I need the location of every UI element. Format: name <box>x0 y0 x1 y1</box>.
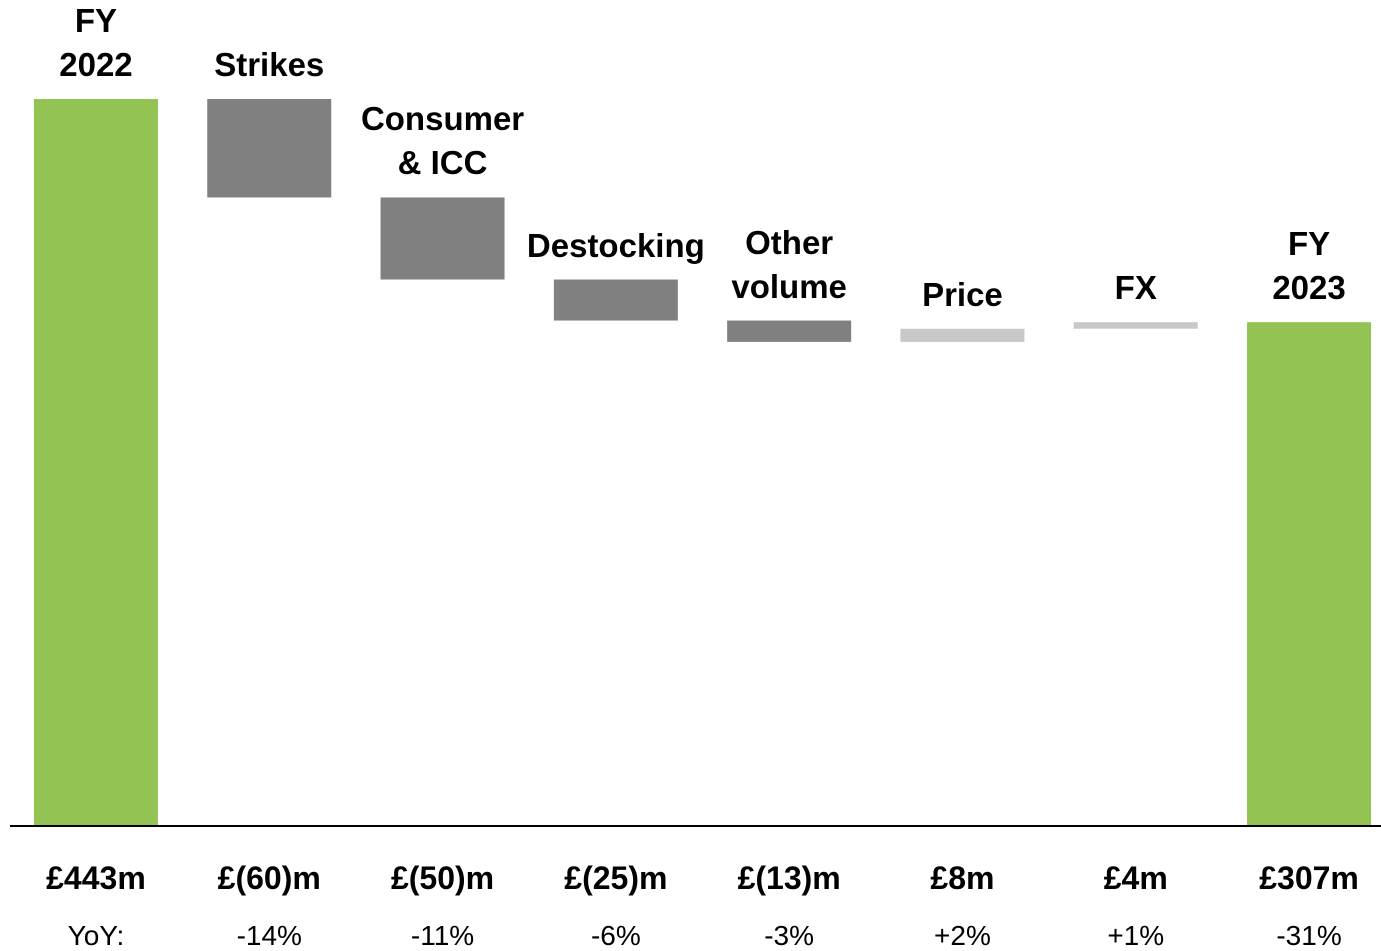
category-label: Strikes <box>214 46 325 83</box>
yoy-title: YoY: <box>67 920 125 951</box>
category-label: FY 2022 <box>59 2 133 83</box>
yoy-label: +1% <box>1107 920 1165 951</box>
bar <box>727 320 852 342</box>
category-label: Price <box>922 275 1003 313</box>
category-label: Consumer & ICC <box>360 100 525 182</box>
category-label: FX <box>1114 269 1157 307</box>
bar <box>900 328 1025 342</box>
value-label: £(13)m <box>737 860 841 896</box>
value-label: £(25)m <box>564 860 668 896</box>
yoy-label: -3% <box>764 920 815 951</box>
category-label: FY 2023 <box>1272 225 1346 307</box>
value-label: £8m <box>930 860 995 896</box>
bar <box>1073 322 1198 329</box>
value-label: £4m <box>1103 860 1168 896</box>
category-label: Destocking <box>526 226 705 264</box>
bar <box>553 279 678 321</box>
value-label: £307m <box>1259 860 1359 896</box>
bar <box>33 99 158 826</box>
yoy-label: -11% <box>410 920 475 951</box>
yoy-label: -14% <box>236 920 302 951</box>
value-label: £(60)m <box>217 860 321 896</box>
yoy-label: -31% <box>1276 920 1342 951</box>
bar <box>207 99 332 198</box>
yoy-label: -6% <box>590 920 641 951</box>
yoy-label: +2% <box>934 920 991 951</box>
bar <box>1247 322 1372 826</box>
value-label: £443m <box>46 860 146 896</box>
category-label: Other volume <box>731 223 847 305</box>
bar <box>380 197 505 280</box>
value-label: £(50)m <box>390 860 495 896</box>
